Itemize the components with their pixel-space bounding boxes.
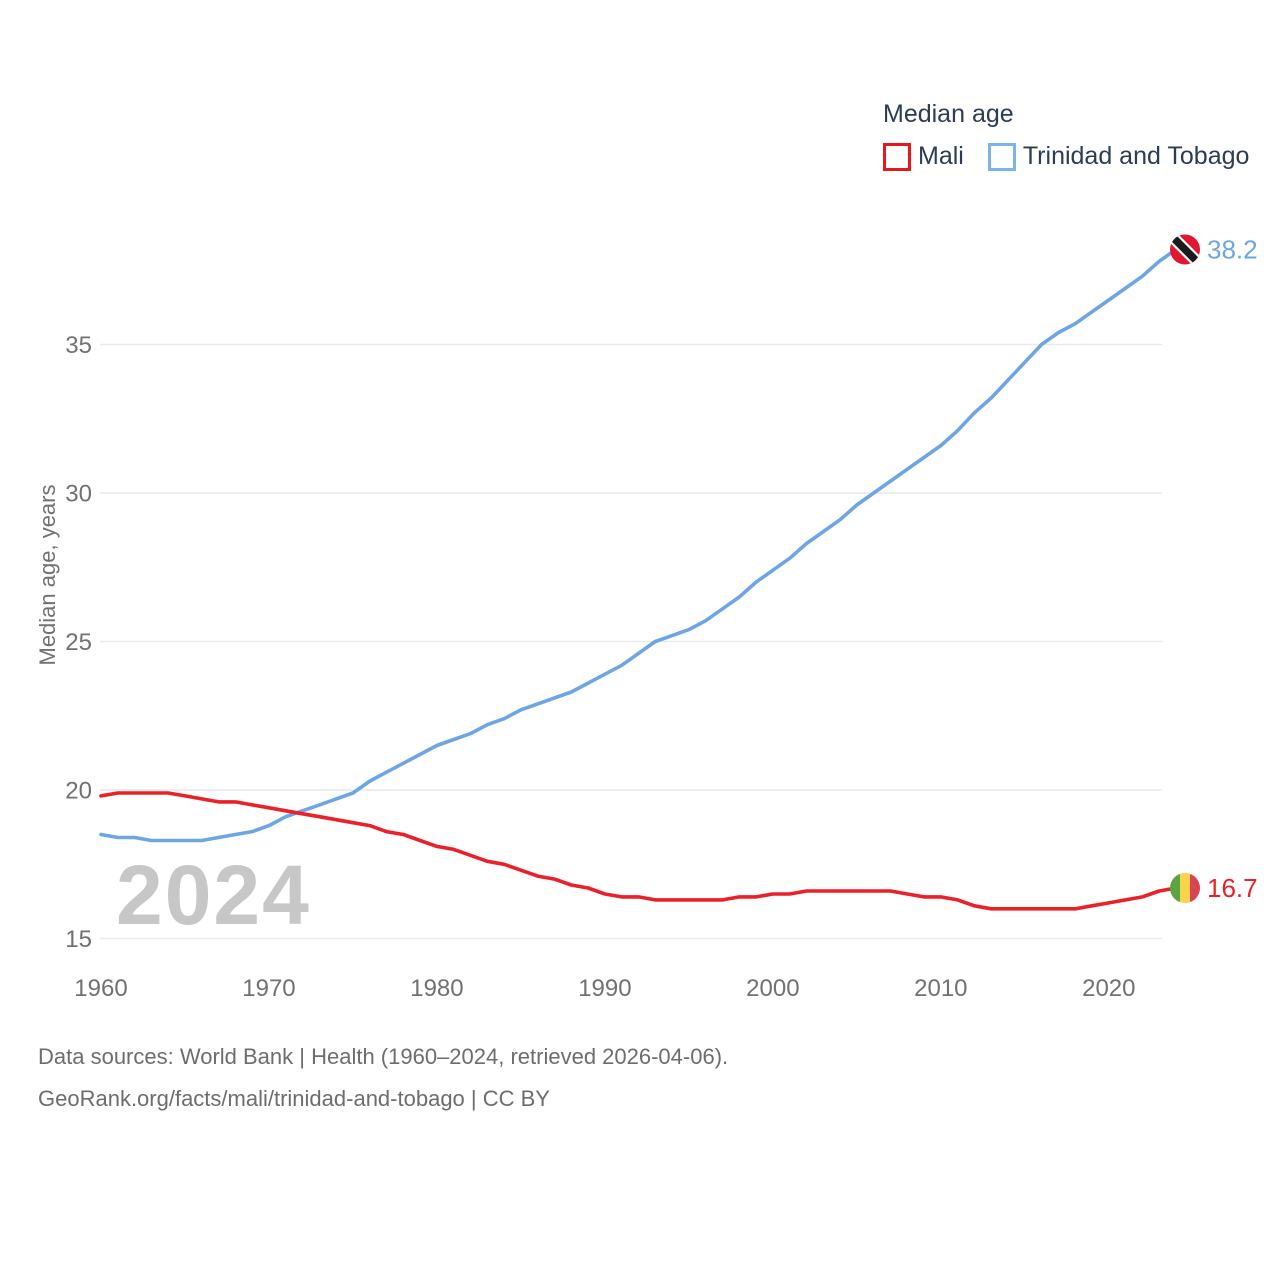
series-lines [99, 247, 1178, 911]
attribution-text: GeoRank.org/facts/mali/trinidad-and-toba… [38, 1086, 550, 1111]
legend-item-mali[interactable]: Mali [883, 142, 964, 171]
mali-swatch-icon [883, 142, 911, 171]
x-tick-2010: 2010 [914, 975, 967, 1002]
data-sources-text: Data sources: World Bank | Health (1960–… [38, 1044, 729, 1069]
x-tick-2000: 2000 [746, 975, 799, 1002]
trinidad-and-tobago-end-value: 38.2 [1207, 234, 1258, 264]
mali-end-value: 16.7 [1207, 873, 1258, 903]
x-tick-1990: 1990 [578, 975, 631, 1002]
mali-line[interactable] [99, 791, 1178, 911]
x-tick-1980: 1980 [410, 975, 463, 1002]
x-tick-1960: 1960 [74, 975, 127, 1002]
series-end-markers: 16.7 38.2 [1170, 234, 1258, 904]
legend-label-mali: Mali [918, 142, 964, 170]
legend: Median age Mali Trinidad and Tobago [883, 100, 1249, 171]
y-tick-25: 25 [65, 629, 92, 656]
y-tick-20: 20 [65, 778, 92, 805]
x-tick-2020: 2020 [1082, 975, 1135, 1002]
x-tick-1970: 1970 [242, 975, 295, 1002]
y-tick-35: 35 [65, 332, 92, 359]
trinidad-and-tobago-line[interactable] [99, 247, 1178, 843]
legend-title: Median age [883, 100, 1014, 128]
y-tick-15: 15 [65, 926, 92, 953]
trinidad-and-tobago-flag-icon [1170, 234, 1201, 265]
year-watermark: 2024 [116, 848, 311, 942]
y-tick-30: 30 [65, 481, 92, 508]
footer: Data sources: World Bank | Health (1960–… [38, 1036, 728, 1120]
legend-item-trinidad-and-tobago[interactable]: Trinidad and Tobago [987, 142, 1250, 171]
legend-items: Mali Trinidad and Tobago [883, 142, 1249, 171]
y-axis-title: Median age, years [35, 485, 60, 666]
x-axis-tick-labels: 1960 1970 1980 1990 2000 2010 2020 [74, 975, 1135, 1002]
mali-flag-icon [1170, 873, 1201, 904]
gridlines [100, 343, 1162, 940]
trinidad-and-tobago-swatch-icon [987, 142, 1016, 171]
y-axis-tick-labels: 15 20 25 30 35 [65, 332, 92, 953]
legend-label-trinidad-and-tobago: Trinidad and Tobago [1022, 142, 1250, 170]
